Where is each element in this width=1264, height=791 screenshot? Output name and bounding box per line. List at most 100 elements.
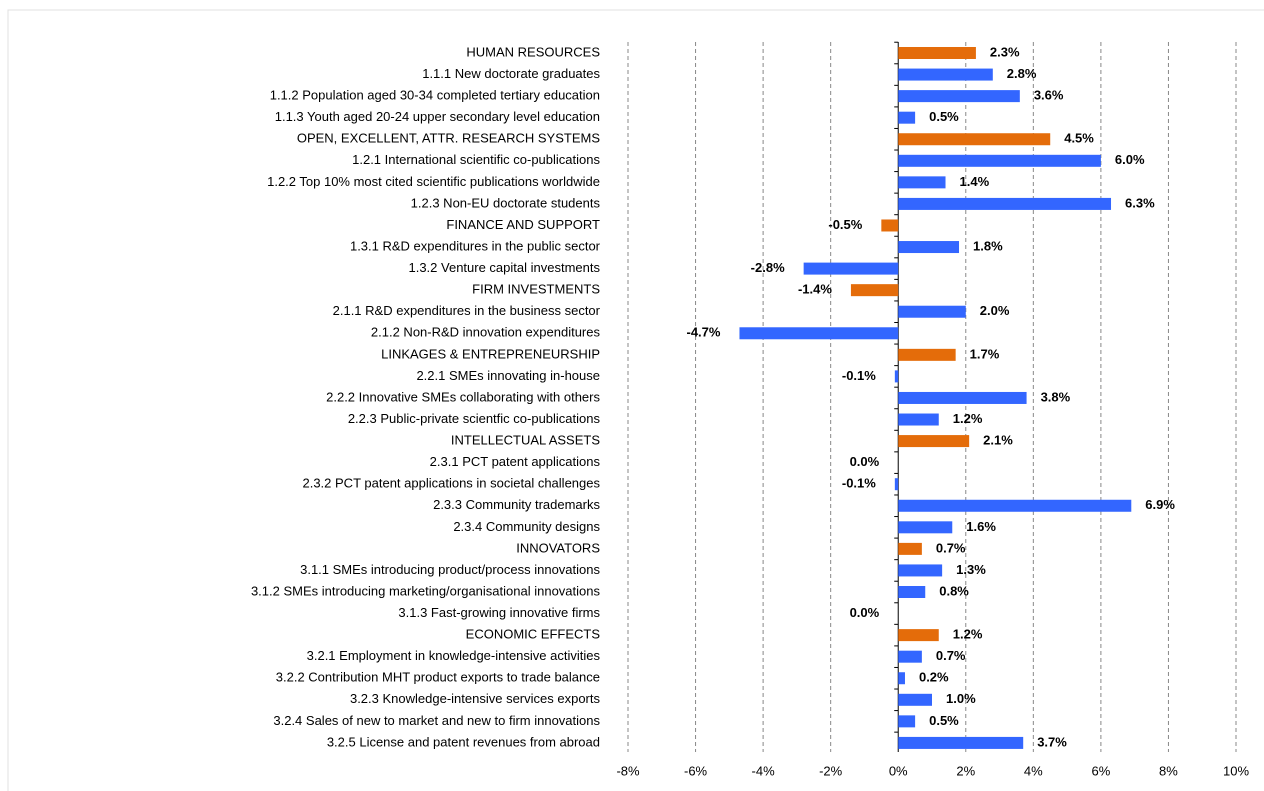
value-label: 3.6% [1034, 88, 1064, 103]
bar [898, 133, 1051, 146]
value-label: -2.8% [751, 260, 785, 275]
bar [898, 521, 953, 534]
value-label: -0.1% [842, 476, 876, 491]
x-tick-label: -4% [752, 763, 776, 778]
category-label: 2.3.4 Community designs [453, 519, 600, 534]
bar [898, 68, 993, 81]
x-tick-label: -6% [684, 763, 708, 778]
category-label: 3.2.1 Employment in knowledge-intensive … [307, 648, 601, 663]
x-tick-label: 2% [956, 763, 975, 778]
value-label: 1.4% [960, 174, 990, 189]
value-label: 1.7% [970, 346, 1000, 361]
bar [898, 305, 966, 318]
bar [898, 715, 916, 728]
category-label: 1.2.2 Top 10% most cited scientific publ… [267, 174, 600, 189]
x-tick-label: 6% [1091, 763, 1110, 778]
value-label: 0.0% [850, 605, 880, 620]
bar [898, 564, 943, 577]
value-label: 0.5% [929, 109, 959, 124]
value-label: 1.0% [946, 691, 976, 706]
value-label: 6.3% [1125, 195, 1155, 210]
category-label: 3.1.1 SMEs introducing product/process i… [300, 562, 600, 577]
value-label: -4.7% [686, 325, 720, 340]
value-label: 6.0% [1115, 152, 1145, 167]
x-tick-label: 8% [1159, 763, 1178, 778]
bar [898, 90, 1020, 103]
category-label: 2.1.1 R&D expenditures in the business s… [333, 303, 601, 318]
category-label: 2.2.2 Innovative SMEs collaborating with… [326, 389, 600, 404]
value-label: 0.7% [936, 540, 966, 555]
bar [881, 219, 899, 232]
bar [898, 736, 1024, 749]
value-label: 3.7% [1037, 734, 1067, 749]
category-label: FINANCE AND SUPPORT [446, 217, 600, 232]
x-tick-label: 10% [1223, 763, 1249, 778]
category-label: 2.3.1 PCT patent applications [430, 454, 601, 469]
category-label: ECONOMIC EFFECTS [466, 627, 601, 642]
x-tick-label: 4% [1024, 763, 1043, 778]
x-tick-label: -2% [819, 763, 843, 778]
bar [739, 327, 899, 340]
bar [898, 154, 1101, 167]
value-label: 2.1% [983, 433, 1013, 448]
category-label: 1.2.3 Non-EU doctorate students [411, 195, 601, 210]
value-label: 2.3% [990, 44, 1020, 59]
category-label: 3.2.5 License and patent revenues from a… [327, 734, 600, 749]
value-label: 1.8% [973, 238, 1003, 253]
bar [898, 413, 939, 426]
value-label: 0.5% [929, 713, 959, 728]
category-label: 1.3.1 R&D expenditures in the public sec… [350, 238, 601, 253]
bar [898, 435, 970, 448]
bar [898, 176, 946, 189]
category-label: 3.2.4 Sales of new to market and new to … [273, 713, 600, 728]
category-label: LINKAGES & ENTREPRENEURSHIP [381, 346, 600, 361]
value-label: 6.9% [1145, 497, 1175, 512]
value-label: 3.8% [1041, 389, 1071, 404]
bar [898, 111, 916, 124]
bar [894, 370, 899, 383]
value-label: 0.8% [939, 583, 969, 598]
category-label: FIRM INVESTMENTS [472, 282, 600, 297]
category-label: 1.3.2 Venture capital investments [408, 260, 600, 275]
value-label: 0.2% [919, 670, 949, 685]
category-label: 1.1.2 Population aged 30-34 completed te… [270, 88, 600, 103]
value-label: 1.2% [953, 411, 983, 426]
bar [898, 391, 1027, 404]
category-label: 2.3.3 Community trademarks [433, 497, 600, 512]
category-label: 1.2.1 International scientific co-public… [352, 152, 600, 167]
bar [898, 693, 932, 706]
category-label: OPEN, EXCELLENT, ATTR. RESEARCH SYSTEMS [297, 131, 600, 146]
value-label: 2.0% [980, 303, 1010, 318]
category-label: 1.1.3 Youth aged 20-24 upper secondary l… [275, 109, 600, 124]
value-label: -1.4% [798, 282, 832, 297]
value-label: 1.3% [956, 562, 986, 577]
bar [894, 478, 899, 491]
category-label: 3.2.3 Knowledge-intensive services expor… [350, 691, 601, 706]
category-label: 2.2.1 SMEs innovating in-house [416, 368, 600, 383]
bar [898, 241, 960, 254]
value-label: 1.2% [953, 627, 983, 642]
value-label: 1.6% [966, 519, 996, 534]
bar [898, 650, 922, 663]
bar [898, 348, 956, 361]
x-tick-label: 0% [889, 763, 908, 778]
bar [898, 629, 939, 642]
category-label: INTELLECTUAL ASSETS [451, 433, 600, 448]
category-label: INNOVATORS [516, 540, 600, 555]
bar [898, 586, 926, 598]
value-label: 0.7% [936, 648, 966, 663]
value-label: -0.5% [828, 217, 862, 232]
bar [850, 284, 899, 297]
category-label: 3.1.2 SMEs introducing marketing/organis… [251, 583, 601, 598]
value-label: 0.0% [850, 454, 880, 469]
category-label: 2.2.3 Public-private scientfic co-public… [348, 411, 601, 426]
bar [898, 197, 1112, 210]
category-label: 3.1.3 Fast-growing innovative firms [398, 605, 600, 620]
category-label: 1.1.1 New doctorate graduates [422, 66, 600, 81]
category-label: 2.1.2 Non-R&D innovation expenditures [371, 325, 601, 340]
value-label: 2.8% [1007, 66, 1037, 81]
bar [898, 542, 922, 555]
category-label: HUMAN RESOURCES [466, 44, 600, 59]
value-label: 4.5% [1064, 131, 1094, 146]
